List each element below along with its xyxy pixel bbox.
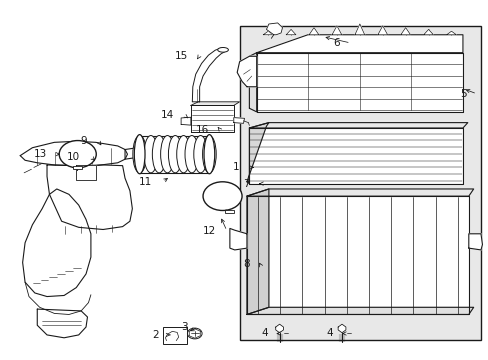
Polygon shape bbox=[249, 53, 256, 112]
Polygon shape bbox=[400, 28, 410, 35]
Polygon shape bbox=[76, 165, 96, 180]
Ellipse shape bbox=[217, 48, 228, 52]
Text: 4: 4 bbox=[326, 328, 332, 338]
Ellipse shape bbox=[152, 135, 165, 173]
Bar bbox=[224, 210, 233, 213]
Polygon shape bbox=[246, 189, 473, 196]
Text: 9: 9 bbox=[81, 136, 87, 146]
Circle shape bbox=[59, 140, 96, 168]
Ellipse shape bbox=[134, 135, 145, 174]
Polygon shape bbox=[446, 31, 455, 35]
Bar bbox=[73, 166, 81, 169]
Text: 6: 6 bbox=[333, 38, 339, 48]
Polygon shape bbox=[256, 35, 462, 53]
Text: 12: 12 bbox=[203, 226, 216, 236]
Ellipse shape bbox=[144, 135, 158, 173]
Polygon shape bbox=[246, 123, 268, 184]
Text: 7: 7 bbox=[242, 179, 249, 189]
Ellipse shape bbox=[168, 135, 182, 173]
Text: 5: 5 bbox=[459, 89, 466, 99]
Polygon shape bbox=[125, 148, 140, 159]
Polygon shape bbox=[190, 105, 233, 132]
Polygon shape bbox=[468, 234, 482, 250]
Text: 1: 1 bbox=[232, 162, 239, 172]
Polygon shape bbox=[354, 24, 364, 35]
Polygon shape bbox=[285, 30, 295, 35]
Text: 10: 10 bbox=[67, 152, 80, 162]
Circle shape bbox=[203, 182, 242, 211]
Ellipse shape bbox=[193, 135, 207, 173]
Text: 15: 15 bbox=[175, 51, 188, 61]
Text: 13: 13 bbox=[34, 149, 47, 159]
Polygon shape bbox=[423, 30, 432, 35]
Polygon shape bbox=[249, 123, 467, 128]
Text: 16: 16 bbox=[196, 125, 209, 135]
Text: 2: 2 bbox=[152, 330, 159, 340]
Text: 14: 14 bbox=[160, 111, 173, 121]
Text: 11: 11 bbox=[138, 177, 152, 187]
Text: 8: 8 bbox=[242, 259, 249, 269]
Polygon shape bbox=[266, 23, 282, 35]
Polygon shape bbox=[233, 118, 244, 123]
Polygon shape bbox=[20, 141, 127, 166]
Circle shape bbox=[187, 328, 202, 339]
Ellipse shape bbox=[133, 135, 146, 173]
Polygon shape bbox=[192, 48, 224, 102]
Polygon shape bbox=[190, 102, 239, 105]
Polygon shape bbox=[377, 26, 387, 35]
Polygon shape bbox=[256, 53, 462, 112]
Polygon shape bbox=[37, 309, 87, 338]
Bar bbox=[239, 26, 480, 339]
Ellipse shape bbox=[202, 135, 216, 173]
Polygon shape bbox=[22, 189, 91, 297]
Polygon shape bbox=[237, 56, 256, 87]
Polygon shape bbox=[263, 31, 272, 35]
Polygon shape bbox=[181, 117, 190, 125]
Polygon shape bbox=[331, 26, 341, 35]
Ellipse shape bbox=[184, 135, 198, 173]
Polygon shape bbox=[246, 189, 268, 315]
Ellipse shape bbox=[176, 135, 190, 173]
Polygon shape bbox=[246, 196, 468, 315]
Polygon shape bbox=[47, 165, 132, 229]
Polygon shape bbox=[249, 128, 462, 184]
Text: 4: 4 bbox=[261, 328, 267, 338]
Ellipse shape bbox=[160, 135, 174, 173]
Polygon shape bbox=[337, 324, 345, 333]
Polygon shape bbox=[229, 228, 246, 250]
Polygon shape bbox=[275, 324, 283, 333]
Polygon shape bbox=[246, 307, 473, 315]
Bar bbox=[162, 327, 186, 344]
Text: 3: 3 bbox=[181, 322, 187, 332]
Polygon shape bbox=[308, 28, 318, 35]
Ellipse shape bbox=[203, 135, 214, 174]
